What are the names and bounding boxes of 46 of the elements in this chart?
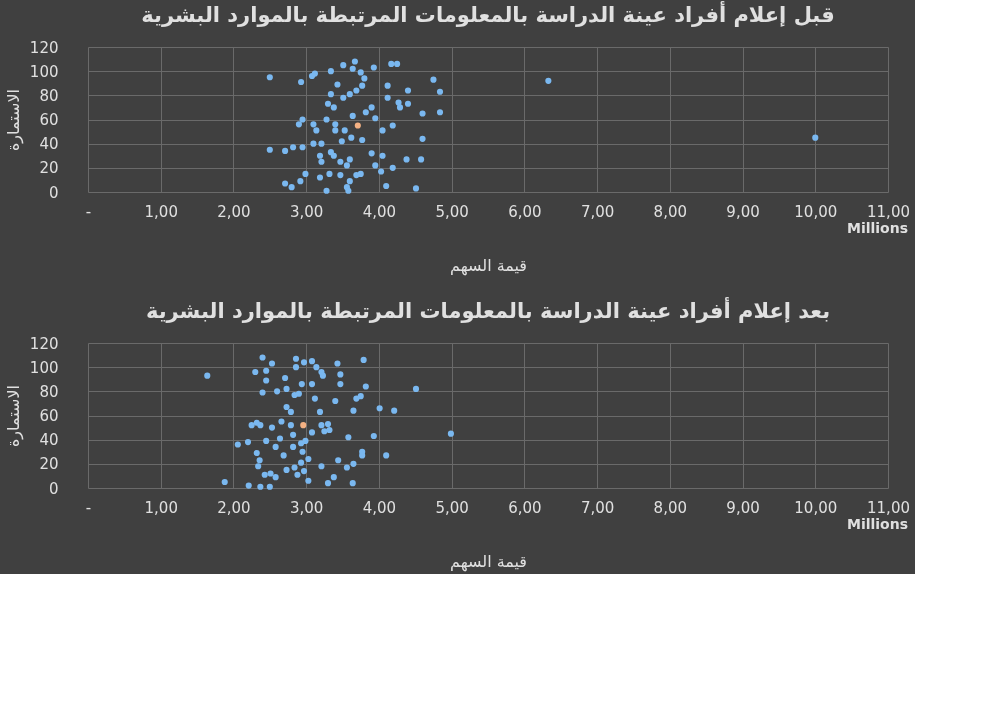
x-tick-label: 4,00 [362,498,397,517]
text: Millions [846,516,908,532]
x-tick-label: 8,00 [653,202,688,221]
y-tick-label: 20 [39,159,59,178]
y-tick-label: 120 [29,38,59,57]
y-tick-label: 60 [39,407,59,425]
x-tick-label: - [85,498,92,517]
x-tick-label: 11,00 [867,498,910,517]
x-tick-label: 6,00 [508,202,542,221]
x-tick-label: 8,00 [653,498,688,517]
x-tick-label: 9,00 [726,498,760,517]
y-tick-label: 120 [29,334,59,353]
x-tick-label: 7,00 [580,202,615,221]
x-axis-title: قيمة السهم [449,551,528,572]
y-tick-label: 80 [39,86,59,105]
x-tick-label: 5,00 [435,498,469,517]
x-tick-label: 1,00 [144,202,178,221]
y-axis-title: الاستمارة [3,88,24,152]
x-tick-label: 7,00 [580,498,615,517]
y-tick-label: 60 [39,111,59,129]
x-tick-label: - [85,202,92,221]
y-axis-title: الاستمارة [3,384,24,448]
y-tick-label: 40 [39,431,59,450]
x-tick-label: 9,00 [726,202,760,221]
x-tick-label: 10,00 [794,202,838,221]
x-tick-label: 11,00 [867,202,910,221]
chart-title: قبل إعلام أفراد عينة الدراسة بالمعلومات المرتبطة بالموارد البشرية [141,0,835,27]
y-tick-label: 40 [39,135,59,154]
y-tick-label: 100 [29,62,59,81]
x-tick-label: 3,00 [289,498,324,517]
x-tick-label: 2,00 [217,202,251,221]
x-tick-label: 1,00 [144,498,178,517]
y-tick-label: 20 [39,455,59,474]
y-tick-label: 100 [29,358,59,377]
x-tick-label: 10,00 [794,498,838,517]
y-tick-label: 0 [48,183,59,202]
x-axis-title: قيمة السهم [449,255,528,276]
x-tick-label: 3,00 [289,202,324,221]
x-tick-label: 6,00 [508,498,542,517]
y-tick-label: 0 [48,479,59,498]
y-tick-label: 80 [39,382,59,401]
x-tick-label: 4,00 [362,202,397,221]
x-tick-label: 2,00 [217,498,251,517]
chart-title: بعد إعلام أفراد عينة الدراسة بالمعلومات المرتبطة بالموارد البشرية [145,296,831,323]
x-tick-label: 5,00 [435,202,469,221]
text: Millions [846,220,908,236]
